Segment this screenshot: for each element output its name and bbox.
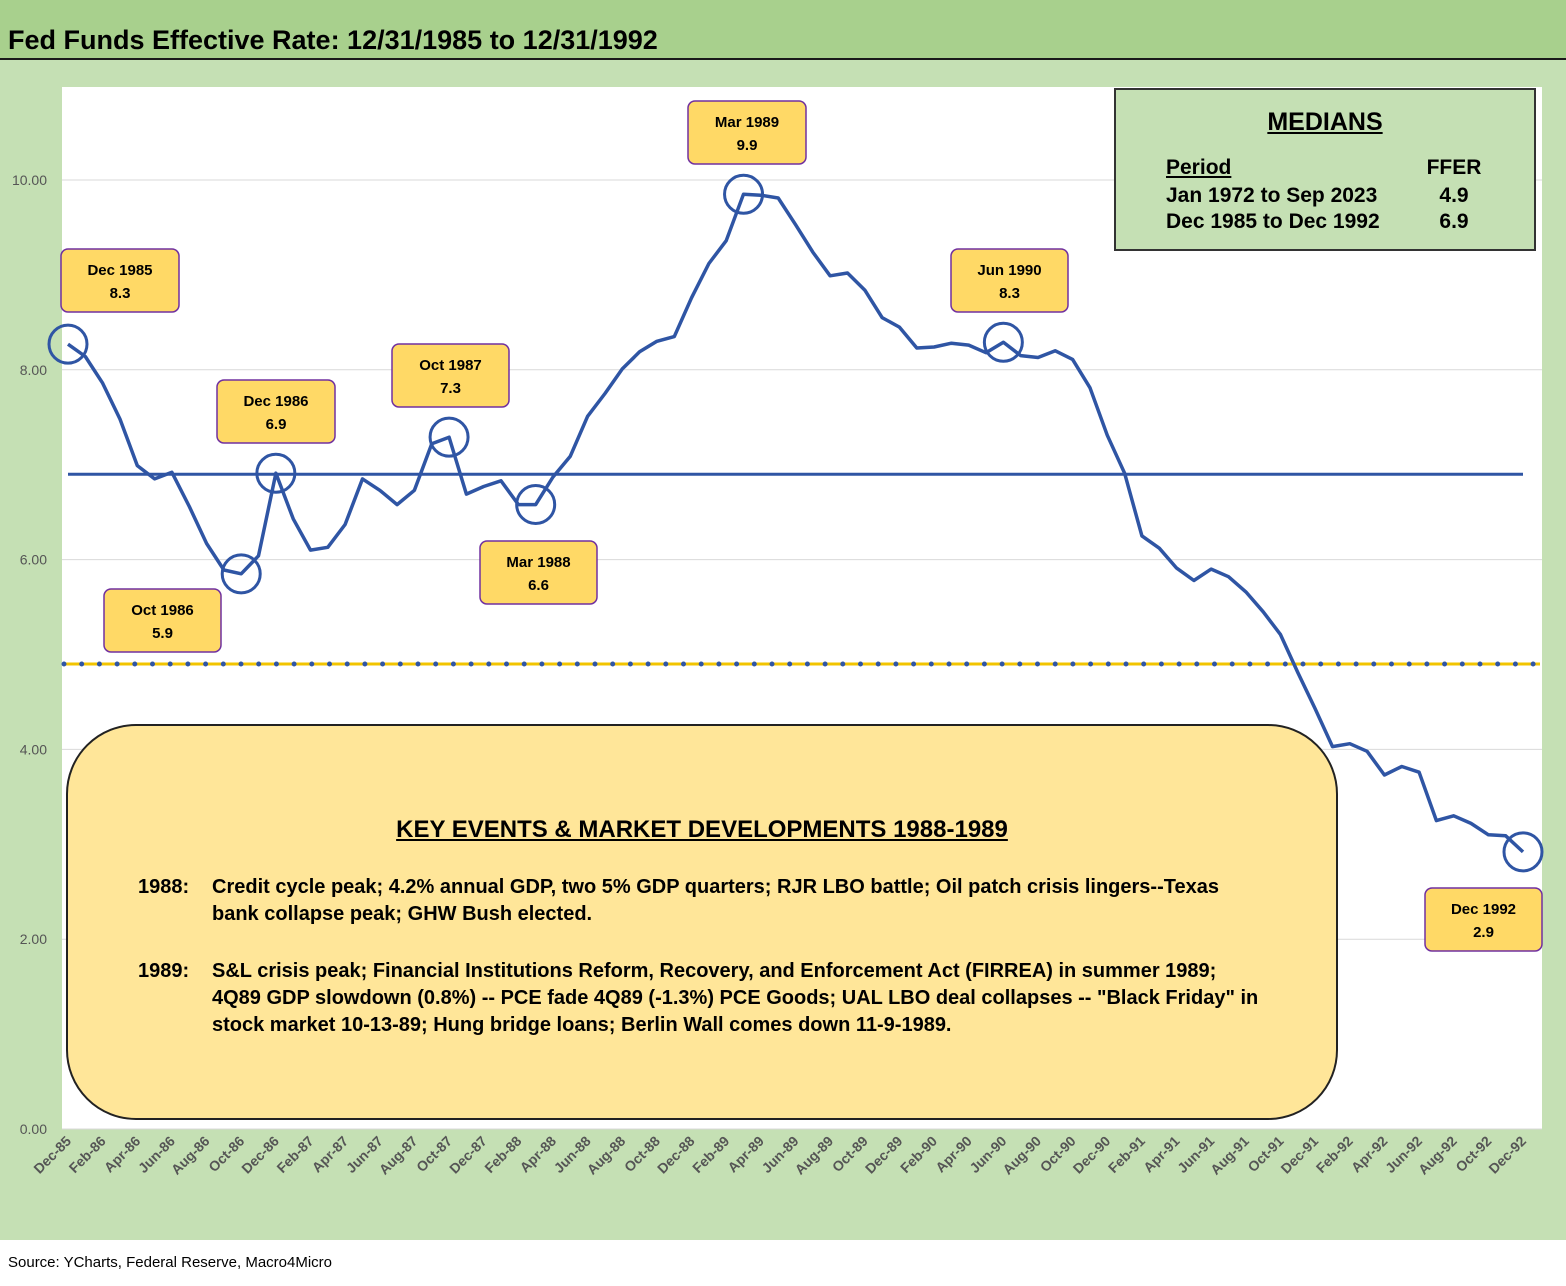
x-tick-label: Dec-90 <box>1070 1133 1114 1177</box>
x-tick-label: Apr-89 <box>724 1133 767 1176</box>
medians-row: Dec 1985 to Dec 1992 6.9 <box>1166 210 1494 234</box>
medians-col-period: Period <box>1166 156 1232 179</box>
callout-circle <box>723 173 765 215</box>
callout-markers <box>47 173 1544 873</box>
x-tick-label: Feb-89 <box>689 1133 732 1176</box>
x-tick-label: Aug-86 <box>168 1133 213 1178</box>
callout-box <box>60 248 180 313</box>
medians-ffer: 6.9 <box>1439 210 1469 233</box>
event-text: S&L crisis peak; Financial Institutions … <box>212 960 1259 1036</box>
callout-date: Jun 1990 <box>977 262 1041 279</box>
callout-circle <box>220 553 262 595</box>
x-tick-label: Feb-90 <box>897 1133 940 1176</box>
key-events-title: KEY EVENTS & MARKET DEVELOPMENTS 1988-19… <box>396 816 1008 843</box>
callout-circle <box>515 484 557 526</box>
callout-date: Oct 1986 <box>131 602 194 619</box>
y-tick-label: 6.00 <box>20 552 47 568</box>
callouts: Dec 1985 8.3 Oct 1986 5.9 Dec 1986 6.9 Oct 198… <box>60 100 1543 952</box>
x-tick-label: Apr-86 <box>101 1133 144 1176</box>
x-tick-label: Dec-86 <box>238 1133 282 1177</box>
x-tick-label: Apr-88 <box>516 1133 559 1176</box>
y-tick-label: 2.00 <box>20 931 47 947</box>
y-tick-label: 0.00 <box>20 1121 47 1137</box>
event-item: 1988: Credit cycle peak; 4.2% annual GDP… <box>138 874 1268 928</box>
x-tick-label: Apr-90 <box>932 1133 975 1176</box>
callout-value: 8.3 <box>110 285 131 302</box>
event-year: 1988: <box>138 876 190 898</box>
x-tick-label: Apr-91 <box>1140 1133 1183 1176</box>
x-tick-label: Apr-87 <box>309 1133 352 1176</box>
x-tick-label: Aug-90 <box>999 1133 1044 1178</box>
y-tick-label: 4.00 <box>20 741 47 757</box>
x-tick-label: Dec-88 <box>654 1133 698 1177</box>
callout-circle <box>47 323 89 365</box>
callout-date: Oct 1987 <box>419 357 482 374</box>
x-tick-label: Feb-91 <box>1105 1133 1148 1176</box>
medians-period: Dec 1985 to Dec 1992 <box>1166 210 1380 233</box>
event-year: 1989: <box>138 960 190 982</box>
medians-period: Jan 1972 to Sep 2023 <box>1166 184 1378 207</box>
x-tick-label: Dec-91 <box>1277 1133 1321 1177</box>
callout-date: Mar 1988 <box>506 554 570 571</box>
event-item: 1989: S&L crisis peak; Financial Institu… <box>138 958 1268 1039</box>
x-tick-label: Dec-87 <box>446 1133 490 1177</box>
page-title: Fed Funds Effective Rate: 12/31/1985 to … <box>8 25 658 55</box>
callout-circle <box>255 452 297 494</box>
x-tick-label: Aug-87 <box>376 1133 421 1178</box>
callout-box <box>391 343 510 408</box>
medians-box: MEDIANS Period FFER Jan 1972 to Sep 2023… <box>1114 88 1536 251</box>
medians-row: Jan 1972 to Sep 2023 4.9 <box>1166 184 1494 208</box>
callout-value: 6.6 <box>528 577 549 594</box>
x-tick-label: Dec-85 <box>30 1133 74 1177</box>
x-tick-label: Aug-88 <box>584 1133 629 1178</box>
callout-value: 6.9 <box>266 416 287 433</box>
x-tick-label: Dec-92 <box>1485 1133 1529 1177</box>
callout-box <box>950 248 1069 313</box>
x-tick-label: Feb-87 <box>273 1133 316 1176</box>
callout-circle <box>1502 831 1544 873</box>
medians-col-ffer: FFER <box>1426 156 1482 179</box>
x-axis: Dec-85Feb-86Apr-86Jun-86Aug-86Oct-86Dec-… <box>30 1133 1529 1178</box>
key-events-box: KEY EVENTS & MARKET DEVELOPMENTS 1988-19… <box>66 724 1338 1120</box>
callout-box <box>1424 887 1543 952</box>
x-tick-label: Feb-86 <box>66 1133 109 1176</box>
callout-value: 9.9 <box>737 137 758 154</box>
x-tick-label: Feb-88 <box>481 1133 524 1176</box>
callout-date: Mar 1989 <box>715 114 779 131</box>
source-note: Source: YCharts, Federal Reserve, Macro4… <box>8 1254 333 1271</box>
x-tick-label: Aug-92 <box>1415 1133 1460 1178</box>
callout-value: 2.9 <box>1473 924 1494 941</box>
y-axis: 0.00 2.00 4.00 6.00 8.00 10.00 <box>12 172 47 1137</box>
callout-circle <box>428 416 470 458</box>
callout-box <box>216 379 336 444</box>
callout-box <box>479 540 598 605</box>
medians-title: MEDIANS <box>1267 108 1383 136</box>
x-tick-label: Aug-89 <box>791 1133 836 1178</box>
y-tick-label: 8.00 <box>20 362 47 378</box>
callout-date: Dec 1992 <box>1451 901 1516 918</box>
event-text: Credit cycle peak; 4.2% annual GDP, two … <box>212 876 1219 925</box>
medians-ffer: 4.9 <box>1439 184 1469 207</box>
x-tick-label: Feb-92 <box>1313 1133 1356 1176</box>
x-tick-label: Dec-89 <box>862 1133 906 1177</box>
callout-box <box>687 100 807 165</box>
x-tick-label: Aug-91 <box>1207 1133 1252 1178</box>
callout-box <box>103 588 222 653</box>
callout-circle <box>982 321 1024 363</box>
title-bar: Fed Funds Effective Rate: 12/31/1985 to … <box>0 0 1566 60</box>
x-tick-label: Apr-92 <box>1348 1133 1391 1176</box>
callout-value: 7.3 <box>440 380 461 397</box>
series-line <box>66 192 1525 854</box>
y-tick-label: 10.00 <box>12 172 47 188</box>
medians-header-row: Period FFER <box>1166 156 1494 180</box>
callout-date: Dec 1986 <box>243 393 308 410</box>
callout-date: Dec 1985 <box>87 262 152 279</box>
callout-value: 5.9 <box>152 625 173 642</box>
callout-value: 8.3 <box>999 285 1020 302</box>
